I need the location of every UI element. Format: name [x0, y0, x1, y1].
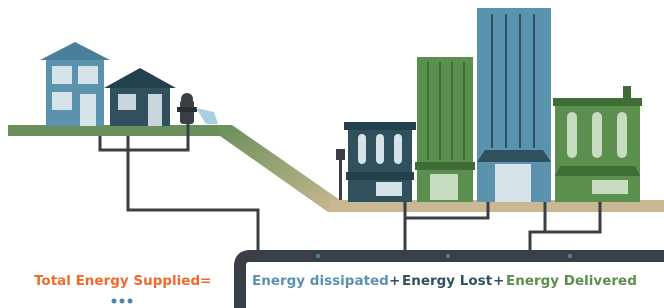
plus-sign: + — [493, 273, 504, 289]
hydrant — [177, 93, 218, 124]
illustration: Total Energy Supplied = Energy dissipate… — [0, 0, 664, 308]
building-green — [415, 57, 475, 202]
house-blue — [40, 42, 110, 126]
house-dark — [104, 68, 176, 126]
equation: Total Energy Supplied = Energy dissipate… — [0, 270, 664, 292]
ground-left — [8, 125, 226, 136]
energy-delivered: Energy Delivered — [506, 273, 637, 289]
building-green-right — [553, 86, 642, 202]
building-dark — [344, 122, 416, 202]
total-energy: Total Energy Supplied — [34, 273, 200, 289]
lamp — [336, 149, 345, 200]
slope — [220, 125, 340, 212]
scene — [0, 0, 664, 308]
equals-sign: = — [200, 273, 211, 289]
energy-dissipated: Energy dissipated — [252, 273, 389, 289]
building-blue — [477, 8, 551, 202]
energy-lost: Energy Lost — [402, 273, 492, 289]
plus-sign: + — [389, 273, 400, 289]
